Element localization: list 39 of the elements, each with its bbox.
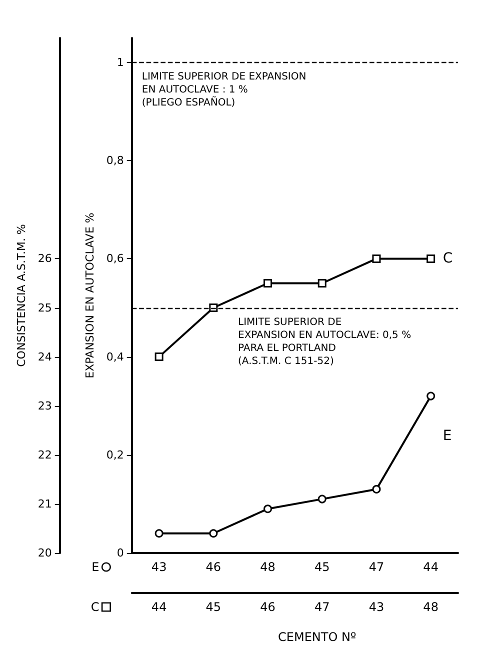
y2-tick-label: 21 [38,497,52,510]
y2-axis-title: CONSISTENCIA A.S.T.M. % [15,224,28,367]
y2-tick-label: 22 [38,448,52,462]
y-tick-label: 0,2 [106,448,124,462]
point [154,529,164,538]
y2-tick-label: 26 [38,252,52,266]
point [372,254,381,263]
y-tick-label: 0 [116,546,124,560]
point [426,392,436,400]
text: E [442,428,452,444]
category-label: 46 45 [206,560,222,614]
point [264,278,272,288]
text: CEMENTO Nº [278,630,356,644]
category-label: 48 46 [260,560,276,614]
point [209,529,218,538]
point [264,504,272,514]
legend-label: C [90,600,100,614]
point [318,278,326,288]
category-label: 45 47 [314,560,330,614]
y-tick-label: 0,6 [106,252,124,266]
y2-tick-label: 23 [38,399,52,412]
point [426,254,436,263]
category-label: 44 48 [423,560,438,614]
y-tick-label: 0,8 [106,154,124,168]
y2-tick-label: 20 [38,546,52,560]
point [154,352,164,362]
category-label: 43 44 [151,560,167,614]
ref-line-label: LIMITE SUPERIOR DE EXPANSION EN AUTOCLAVE: 0,5 % PARA EL PORTLAND (A.S.T.M. C 151-52) [238,316,412,367]
category-label: 47 43 [368,560,384,614]
point [318,494,326,504]
legend-label: E [92,560,100,574]
y-tick-label: 1 [116,56,124,70]
y2-tick-label: 25 [38,301,52,314]
y-tick-label: 0,4 [106,350,124,364]
y2-tick-label: 24 [38,350,52,364]
text: C [442,250,453,267]
ref-line-label: LIMITE SUPERIOR DE EXPANSION EN AUTOCLAVE : 1 % (PLIEGO ESPAÑOL) [142,72,306,109]
y-axis-title: EXPANSION EN AUTOCLAVE % [84,212,97,378]
point [372,484,381,494]
